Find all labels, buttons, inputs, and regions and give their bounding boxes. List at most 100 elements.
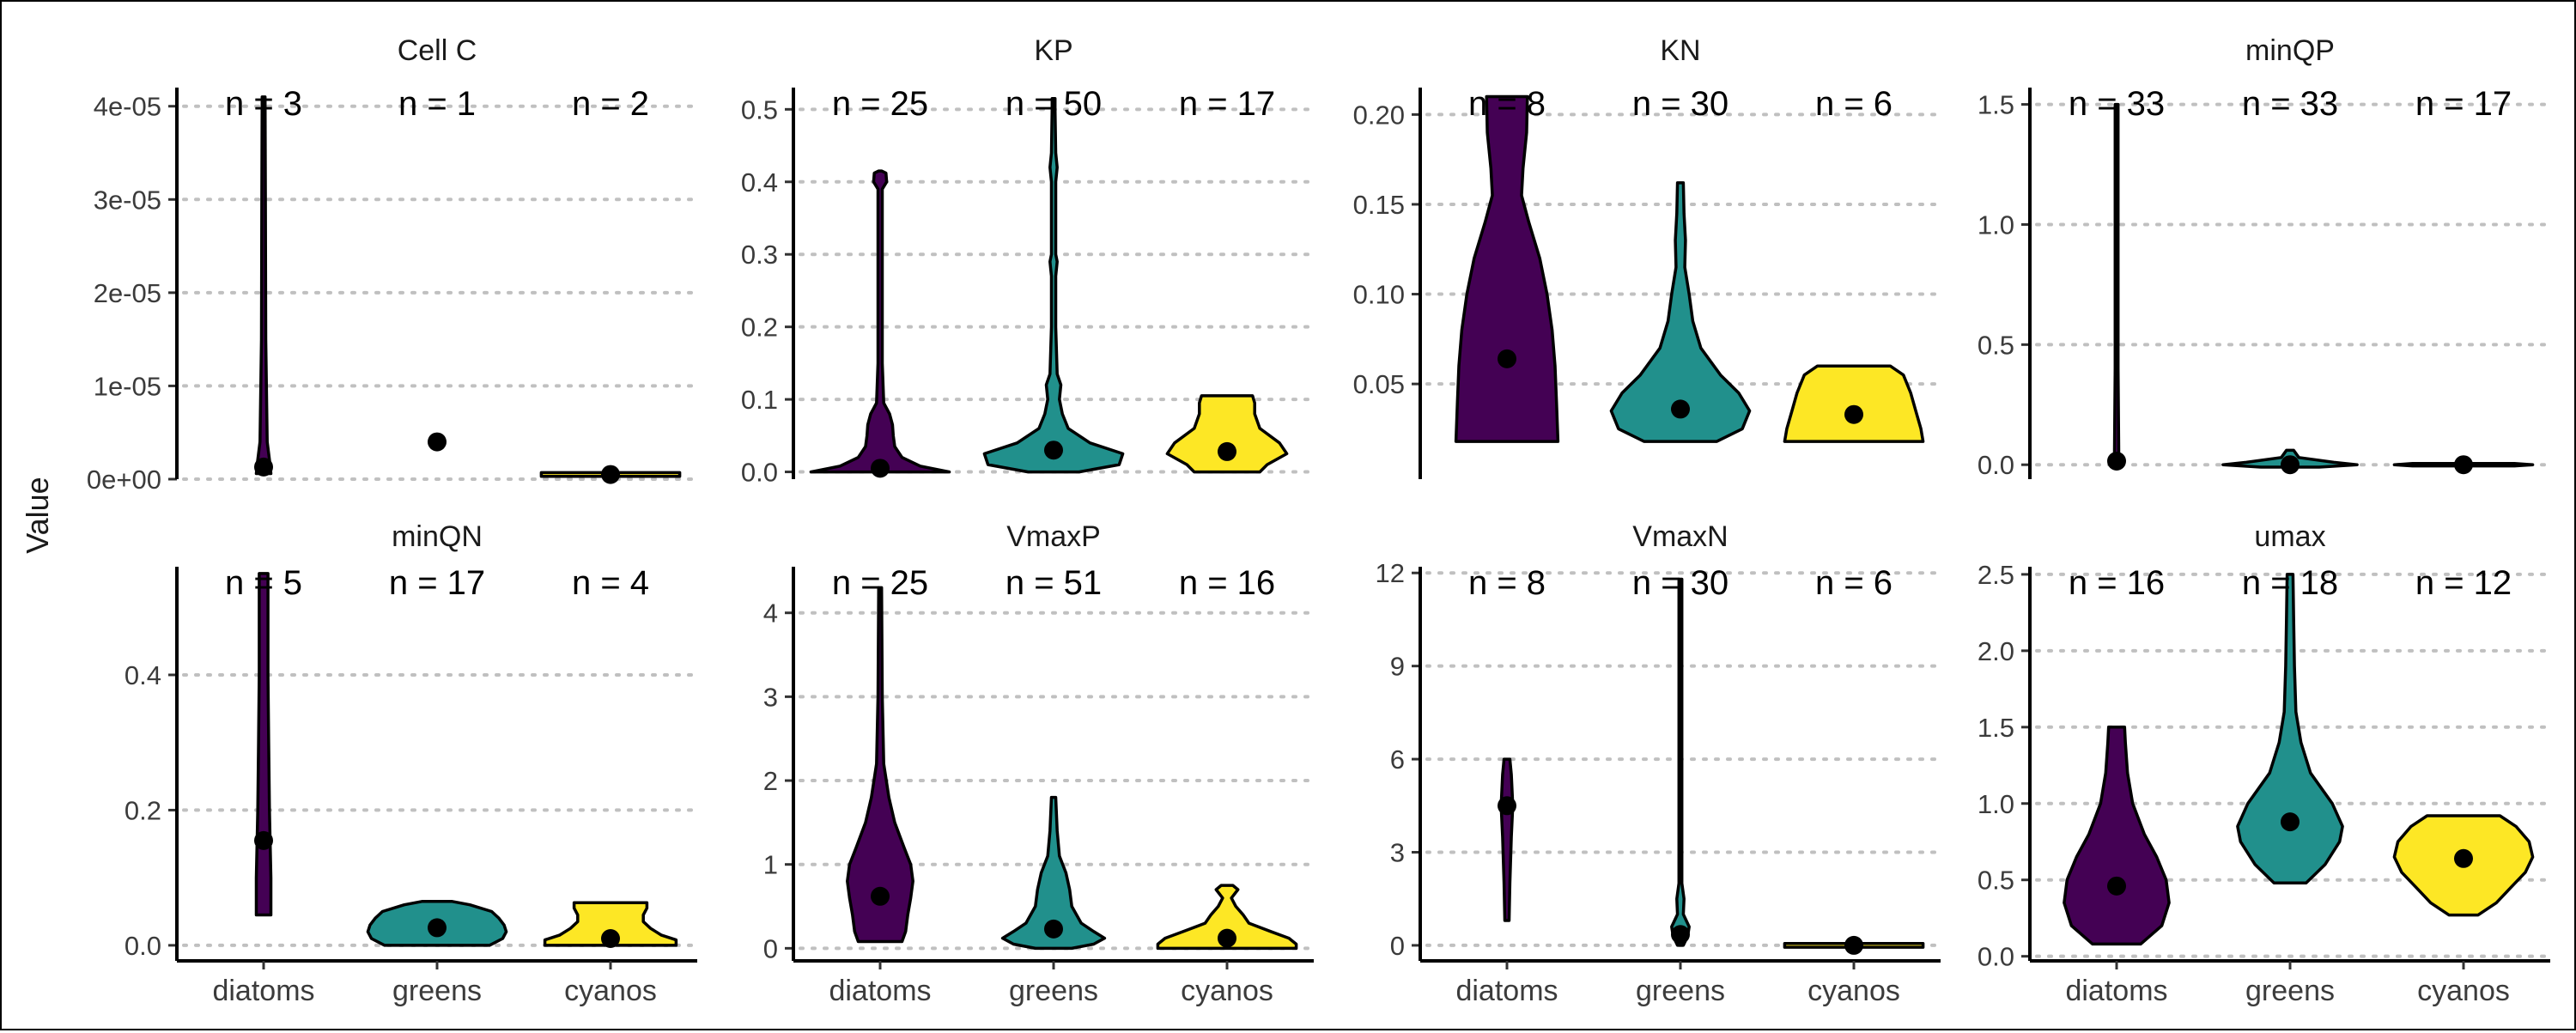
y-tick-label: 0.1 [741, 385, 778, 415]
y-tick-label: 3 [1390, 838, 1405, 868]
panel-vmaxp: 0 1 2 3 4 VmaxP n = 25 diatoms n = 51 greens n = 1… [763, 520, 1315, 1007]
median-point-diatoms [1498, 796, 1516, 816]
violin-diatoms [1499, 757, 1515, 922]
y-tick-label: 1 [763, 850, 778, 880]
y-tick-label: 1.0 [1978, 789, 2014, 819]
panel-title: Cell C [398, 34, 477, 67]
panel-title: VmaxN [1632, 520, 1728, 553]
n-label-greens: n = 30 [1632, 564, 1728, 602]
x-tick-label-diatoms: diatoms [212, 975, 314, 1007]
n-label-greens: n = 33 [2242, 85, 2338, 123]
n-label-cyanos: n = 17 [1179, 85, 1275, 123]
y-tick-label: 0.0 [125, 931, 161, 961]
violin-cyanos [1156, 884, 1298, 951]
n-label-greens: n = 30 [1632, 85, 1728, 123]
y-tick-label: 0 [1390, 931, 1405, 961]
y-tick-label: 0.2 [741, 313, 778, 343]
median-point-diatoms [2107, 876, 2126, 896]
y-tick-label: 6 [1390, 744, 1405, 775]
y-tick-label: 4 [763, 599, 778, 629]
n-label-cyanos: n = 16 [1179, 564, 1275, 602]
median-point-diatoms [871, 886, 890, 906]
median-point-cyanos [1218, 928, 1236, 948]
n-label-diatoms: n = 5 [225, 564, 302, 602]
median-point-diatoms [1498, 349, 1516, 368]
median-point-diatoms [2107, 452, 2126, 471]
n-label-cyanos: n = 12 [2415, 564, 2512, 602]
y-tick-label: 0.0 [1978, 942, 2014, 972]
y-tick-label: 0.0 [1978, 450, 2014, 480]
y-tick-label: 0.5 [741, 94, 778, 125]
y-tick-label: 0.05 [1353, 369, 1405, 399]
n-label-diatoms: n = 8 [1468, 564, 1546, 602]
x-tick-label-cyanos: cyanos [1807, 975, 1900, 1007]
panel-minqn: 0.0 0.2 0.4 minQN n = 5 diatoms n = 17 greens n … [125, 520, 699, 1007]
y-tick-label: 0.10 [1353, 280, 1405, 310]
median-point-diatoms [254, 457, 273, 477]
y-tick-label: 0e+00 [87, 465, 161, 495]
y-tick-label: 0.15 [1353, 190, 1405, 220]
y-tick-label: 3 [763, 682, 778, 712]
n-label-greens: n = 1 [398, 85, 476, 123]
median-point-cyanos [1844, 935, 1863, 955]
violin-diatoms [254, 95, 273, 476]
y-tick-label: 0 [763, 933, 778, 963]
median-point-greens [428, 432, 447, 452]
y-tick-label: 1.5 [1978, 713, 2014, 743]
panel-title: VmaxP [1006, 520, 1101, 553]
median-point-greens [428, 918, 447, 938]
violin-greens [2236, 573, 2344, 885]
n-label-cyanos: n = 17 [2415, 85, 2512, 123]
y-tick-label: 0.0 [741, 458, 778, 488]
y-tick-label: 1e-05 [94, 371, 161, 401]
y-tick-label: 12 [1376, 558, 1405, 588]
violin-cyanos [1783, 364, 1925, 443]
median-point-cyanos [1218, 441, 1236, 461]
y-tick-label: 1.5 [1978, 90, 2014, 120]
violin-cyanos [1165, 394, 1289, 474]
violin-cyanos [543, 901, 678, 947]
x-tick-label-diatoms: diatoms [829, 975, 931, 1007]
violin-greens [1670, 577, 1691, 947]
median-point-cyanos [2454, 848, 2473, 868]
median-point-greens [1044, 441, 1063, 460]
violin-diatoms [254, 572, 273, 917]
x-tick-label-cyanos: cyanos [1181, 975, 1273, 1007]
panel-title: minQN [392, 520, 483, 553]
panel-vmaxn: 0 3 6 9 12 VmaxN n = 8 diatoms n = 30 greens n = 6… [1376, 520, 1942, 1007]
violin-diatoms [1454, 94, 1560, 443]
y-tick-label: 1.0 [1978, 210, 2014, 240]
n-label-diatoms: n = 25 [832, 564, 928, 602]
n-label-greens: n = 18 [2242, 564, 2338, 602]
y-tick-label: 0.20 [1353, 100, 1405, 130]
median-point-diatoms [871, 459, 890, 478]
median-point-greens [2281, 812, 2300, 832]
y-tick-label: 0.2 [125, 795, 161, 825]
panel-kn: 0.05 0.10 0.15 0.20 KN n = 8 n = 30 n = 6 [1353, 34, 1942, 479]
y-tick-label: 2.0 [1978, 636, 2014, 666]
panel-title: minQP [2245, 34, 2335, 67]
y-tick-label: 0.5 [1978, 330, 2014, 360]
n-label-diatoms: n = 8 [1468, 85, 1546, 123]
median-point-diatoms [254, 830, 273, 850]
violin-greens [1609, 181, 1752, 443]
n-label-greens: n = 50 [1005, 85, 1102, 123]
x-tick-label-cyanos: cyanos [2417, 975, 2510, 1007]
y-tick-label: 0.3 [741, 240, 778, 270]
y-tick-label: 2e-05 [94, 278, 161, 308]
y-tick-label: 4e-05 [94, 92, 161, 122]
median-point-greens [1671, 399, 1690, 419]
x-tick-label-greens: greens [392, 975, 482, 1007]
violin-diatoms [2063, 726, 2171, 946]
panel-title: KP [1034, 34, 1072, 67]
n-label-cyanos: n = 6 [1815, 564, 1893, 602]
x-tick-label-greens: greens [2245, 975, 2335, 1007]
violin-diatoms [809, 169, 951, 474]
y-tick-label: 3e-05 [94, 185, 161, 215]
median-point-greens [1044, 919, 1063, 939]
panel-kp: 0.0 0.1 0.2 0.3 0.4 0.5 KP n = 25 n = 50 n = 17 [741, 34, 1315, 488]
median-point-cyanos [601, 465, 620, 484]
violin-greens [1000, 795, 1107, 951]
y-tick-label: 9 [1390, 652, 1405, 682]
